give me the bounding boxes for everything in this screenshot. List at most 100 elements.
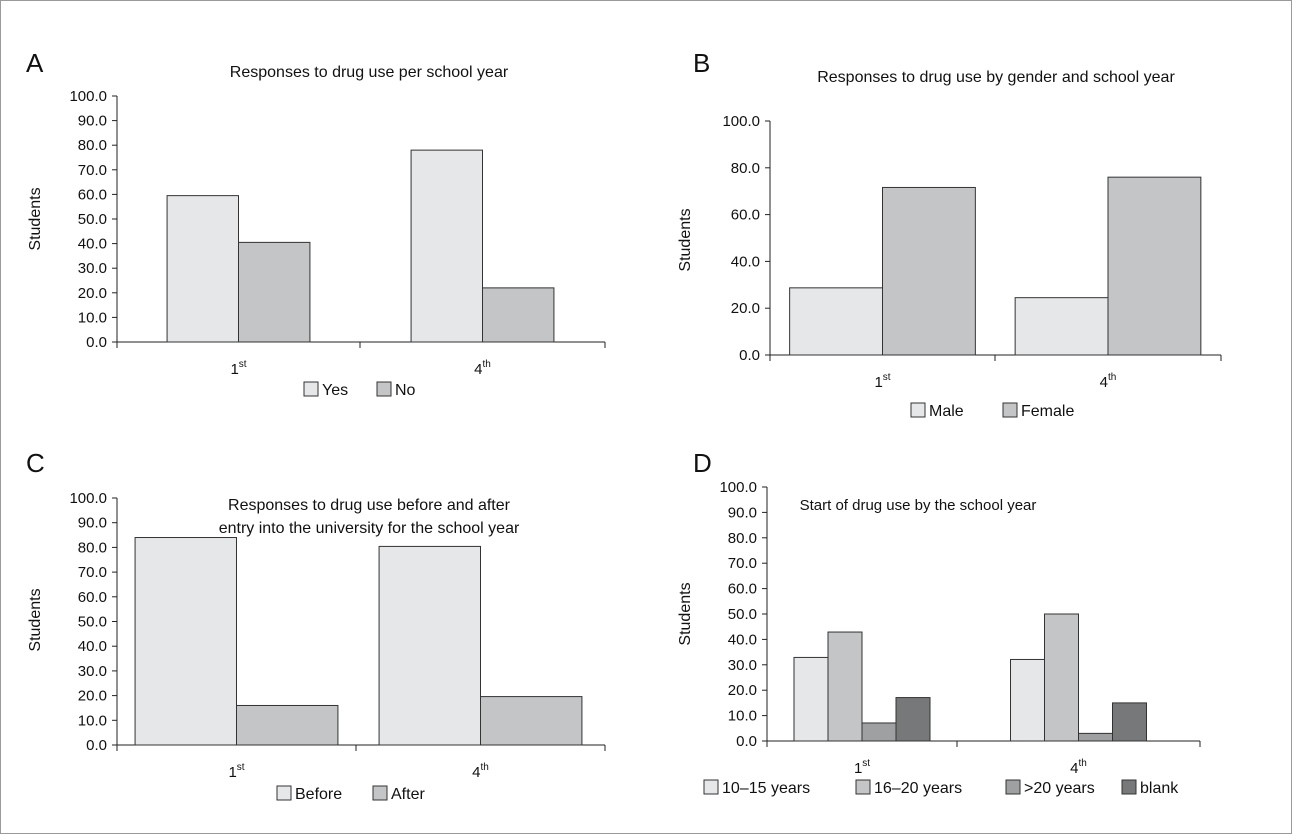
panel-b-y-tick-label: 0.0 xyxy=(739,347,760,364)
panel-a-legend: Yes No xyxy=(303,381,416,399)
panel-d-letter: D xyxy=(693,448,712,478)
panel-a-y-tick-label: 40.0 xyxy=(78,236,107,253)
panel-c-y-tick-label: 50.0 xyxy=(78,614,107,631)
panel-c-y-tick-label: 90.0 xyxy=(78,515,107,532)
panel-a-title-line: Responses to drug use per school year xyxy=(230,64,509,81)
panel-b-y-tick-label: 20.0 xyxy=(731,300,760,317)
panel-d-x-tick-label: 4th xyxy=(1070,758,1087,777)
panel-c-letter: C xyxy=(26,448,45,478)
panel-c-bar xyxy=(236,704,339,746)
panel-c-y-axis-label: Students xyxy=(27,588,44,651)
panel-c-legend-label: Before xyxy=(295,786,342,803)
panel-c-bar xyxy=(134,537,237,746)
panel-d-bar xyxy=(827,631,863,742)
panel-d-bar xyxy=(1112,702,1147,742)
panel-c-plot: 0.0 10.0 20.0 30.0 40.0 50.0 60.0 70.0 80.0 90.0 1… xyxy=(69,490,606,781)
panel-b-x-tick-label: 1st xyxy=(874,372,890,391)
panel-b-y-tick-label: 60.0 xyxy=(731,207,760,224)
panel-c-bar xyxy=(480,696,583,746)
panel-a-y-tick-label: 0.0 xyxy=(86,334,107,351)
panel-b-x-tick-label: 4th xyxy=(1100,372,1117,391)
panel-b-plot: 0.0 20.0 40.0 60.0 80.0 100.0 1st 4th xyxy=(722,113,1222,391)
panel-d-bar xyxy=(1044,613,1079,742)
panel-d-legend-label: blank xyxy=(1140,780,1179,797)
panel-d-y-tick-label: 10.0 xyxy=(728,708,757,725)
panel-d-y-tick-label: 0.0 xyxy=(736,733,757,750)
panel-d-y-tick-label: 50.0 xyxy=(728,606,757,623)
panel-a-y-axis-label: Students xyxy=(27,187,44,250)
panel-d-y-tick-label: 30.0 xyxy=(728,657,757,674)
panel-d-y-tick-label: 20.0 xyxy=(728,682,757,699)
panel-b: B Responses to drug use by gender and sc… xyxy=(677,48,1222,420)
panel-a-y-tick-label: 80.0 xyxy=(78,137,107,154)
panel-b-bar xyxy=(882,186,976,356)
panel-a-legend-swatch xyxy=(376,381,392,397)
panel-b-letter: B xyxy=(693,48,710,78)
panel-b-legend-swatch xyxy=(1002,402,1018,418)
panel-a-bar xyxy=(410,149,484,343)
panel-d-legend-swatch xyxy=(855,779,871,795)
panel-a-letter: A xyxy=(26,48,44,78)
panel-b-legend-label: Female xyxy=(1021,403,1074,420)
panel-d-y-tick-label: 70.0 xyxy=(728,555,757,572)
panel-c-y-tick-label: 40.0 xyxy=(78,638,107,655)
panel-c-bar xyxy=(378,545,482,746)
panel-d-title: Start of drug use by the school year xyxy=(800,497,1037,514)
panel-a-y-tick-label: 20.0 xyxy=(78,285,107,302)
panel-a-y-tick-label: 50.0 xyxy=(78,211,107,228)
panel-c-title: Responses to drug use before and after en… xyxy=(219,497,520,537)
panel-b-bar xyxy=(1107,176,1202,356)
panel-b-legend: Male Female xyxy=(910,402,1074,420)
panel-c-y-tick-label: 10.0 xyxy=(78,712,107,729)
panel-b-bar xyxy=(789,287,884,356)
panel-c-y-tick-label: 20.0 xyxy=(78,688,107,705)
panel-c-legend-swatch xyxy=(276,785,292,801)
panel-b-bar xyxy=(1014,297,1109,356)
panel-b-y-tick-label: 80.0 xyxy=(731,160,760,177)
panel-b-title: Responses to drug use by gender and scho… xyxy=(817,69,1175,86)
panel-d-y-tick-label: 40.0 xyxy=(728,631,757,648)
panel-d-x-tick-label: 1st xyxy=(854,758,870,777)
panel-d-bar xyxy=(793,656,829,742)
panel-a-title: Responses to drug use per school year xyxy=(230,64,509,81)
panel-b-title-line: Responses to drug use by gender and scho… xyxy=(817,69,1175,86)
panel-d-legend-label: 10–15 years xyxy=(722,780,810,797)
panel-d-legend-swatch xyxy=(1121,779,1137,795)
panel-c-y-tick-label: 80.0 xyxy=(78,539,107,556)
panel-a-y-tick-label: 70.0 xyxy=(78,162,107,179)
panel-c-y-tick-label: 0.0 xyxy=(86,737,107,754)
panel-d-y-axis-label: Students xyxy=(677,582,694,645)
panel-d: D Start of drug use by the school year S… xyxy=(677,448,1201,797)
panel-b-y-axis-label: Students xyxy=(677,208,694,271)
panel-a-bar xyxy=(482,287,555,343)
panel-a-y-tick-label: 30.0 xyxy=(78,260,107,277)
panel-d-y-tick-label: 80.0 xyxy=(728,530,757,547)
panel-d-bar xyxy=(895,697,931,742)
panel-c-title-line: entry into the university for the school… xyxy=(219,520,520,537)
panel-c-title-line: Responses to drug use before and after xyxy=(228,497,511,514)
panel-a-legend-swatch xyxy=(303,381,319,397)
panel-d-legend: 10–15 years 16–20 years >20 years blank xyxy=(703,779,1179,797)
panel-b-y-tick-label: 100.0 xyxy=(722,113,760,130)
panel-c-y-tick-label: 60.0 xyxy=(78,589,107,606)
panel-c: C Responses to drug use before and after… xyxy=(26,448,606,803)
panel-c-legend-label: After xyxy=(391,786,425,803)
panel-d-title-line: Start of drug use by the school year xyxy=(800,497,1037,514)
panel-a-legend-label: Yes xyxy=(322,382,348,399)
panel-a: A Responses to drug use per school year … xyxy=(26,48,606,399)
panel-b-legend-label: Male xyxy=(929,403,964,420)
panel-a-x-tick-label: 4th xyxy=(474,359,491,378)
panel-c-y-tick-label: 100.0 xyxy=(69,490,107,507)
panel-d-plot: 0.0 10.0 20.0 30.0 40.0 50.0 60.0 70.0 80.0 90.0 1… xyxy=(719,479,1201,777)
panel-d-legend-swatch xyxy=(703,779,719,795)
panel-c-x-tick-label: 4th xyxy=(472,762,489,781)
panel-d-legend-label: >20 years xyxy=(1024,780,1095,797)
panel-d-y-tick-label: 90.0 xyxy=(728,504,757,521)
panel-d-legend-label: 16–20 years xyxy=(874,780,962,797)
panel-c-legend: Before After xyxy=(276,785,425,803)
panel-a-y-tick-label: 60.0 xyxy=(78,186,107,203)
panel-d-legend-swatch xyxy=(1005,779,1021,795)
panel-a-y-tick-label: 100.0 xyxy=(69,88,107,105)
panel-d-y-tick-label: 100.0 xyxy=(719,479,757,496)
